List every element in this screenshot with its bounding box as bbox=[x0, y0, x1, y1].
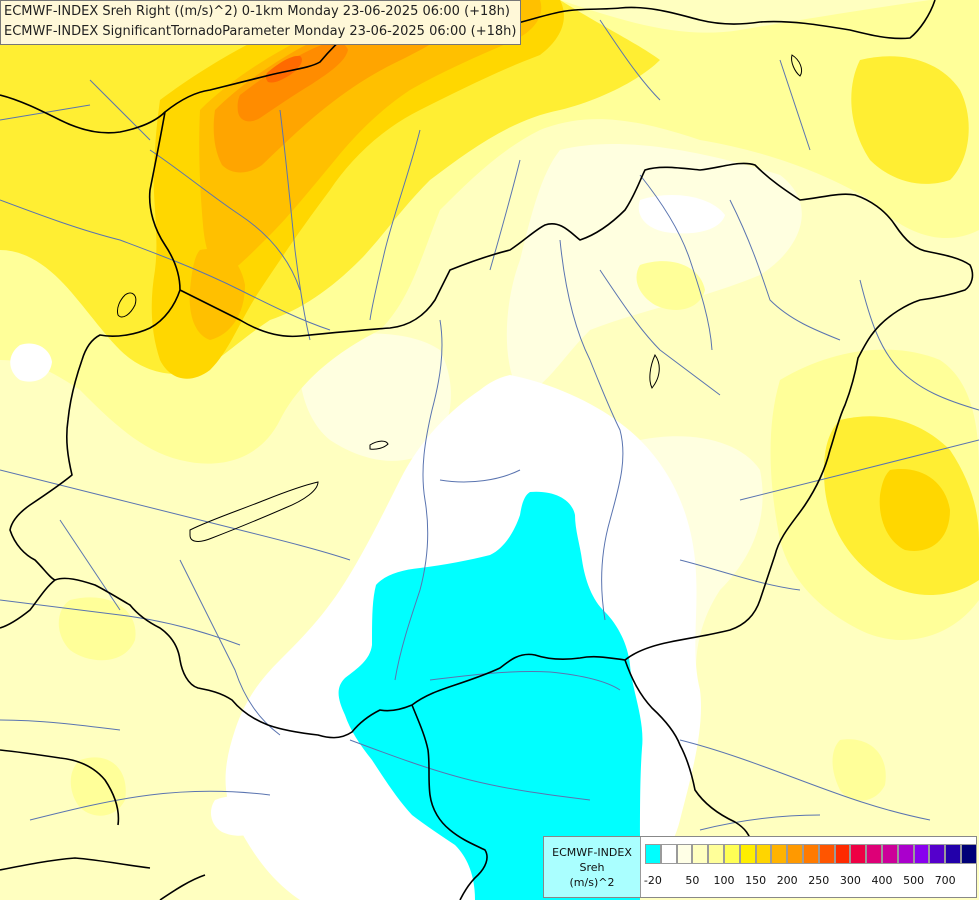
legend-tick-label: 200 bbox=[776, 874, 798, 887]
river-line bbox=[599, 269, 721, 396]
legend-swatch bbox=[739, 844, 756, 864]
lake-small bbox=[117, 292, 137, 318]
rivers bbox=[0, 19, 979, 896]
river-line bbox=[699, 814, 821, 831]
legend-swatch bbox=[850, 844, 867, 864]
river-line bbox=[59, 519, 121, 611]
border-line bbox=[0, 857, 151, 871]
border-line bbox=[0, 577, 626, 739]
river-line bbox=[394, 319, 443, 681]
river-line bbox=[369, 129, 421, 321]
river-line bbox=[149, 149, 301, 291]
legend-tick-label: 250 bbox=[808, 874, 830, 887]
river-line bbox=[679, 739, 931, 821]
legend-tick-label: 700 bbox=[934, 874, 956, 887]
legend-swatch bbox=[723, 844, 740, 864]
legend-swatch bbox=[866, 844, 882, 864]
river-line bbox=[29, 790, 271, 821]
field-orange2-region bbox=[213, 7, 455, 173]
legend-tick-label: 50 bbox=[685, 874, 700, 887]
field-cyan-region bbox=[338, 491, 643, 900]
legend-swatches bbox=[645, 844, 977, 864]
legend-swatch bbox=[960, 844, 977, 864]
river-line bbox=[599, 19, 661, 101]
border-line bbox=[179, 162, 974, 661]
legend-swatch bbox=[897, 844, 914, 864]
legend-tick-label: 150 bbox=[745, 874, 767, 887]
river-line bbox=[739, 439, 979, 501]
lake-balaton bbox=[189, 481, 319, 542]
map-title-line-1: ECMWF-INDEX Sreh Right ((m/s)^2) 0-1km M… bbox=[4, 4, 510, 19]
legend-tick-label: 300 bbox=[839, 874, 861, 887]
river-line bbox=[729, 199, 841, 341]
legend-swatch bbox=[692, 844, 709, 864]
legend-swatch bbox=[787, 844, 803, 864]
field-yellow-region bbox=[636, 261, 705, 310]
field-light-region bbox=[298, 333, 451, 461]
river-line bbox=[0, 199, 331, 331]
map-title-box: ECMWF-INDEX Sreh Right ((m/s)^2) 0-1km M… bbox=[0, 0, 522, 45]
river-line bbox=[559, 239, 624, 621]
legend-swatch bbox=[881, 844, 898, 864]
legend-swatch bbox=[755, 844, 772, 864]
river-line bbox=[349, 739, 591, 801]
legend-label-line-3: (m/s)^2 bbox=[569, 876, 615, 889]
field-orange1-region bbox=[189, 249, 245, 340]
field-yellow-region bbox=[58, 597, 136, 661]
field-gold-region bbox=[879, 469, 950, 551]
legend-swatch bbox=[660, 844, 677, 864]
river-line bbox=[489, 159, 521, 271]
border-line bbox=[81, 111, 181, 361]
border-line bbox=[159, 874, 206, 900]
legend-swatch bbox=[645, 844, 661, 864]
river-line bbox=[439, 469, 521, 483]
color-legend: ECMWF-INDEX Sreh (m/s)^2 -20 50 100 150 200 2… bbox=[543, 836, 977, 898]
legend-swatch bbox=[913, 844, 930, 864]
field-white-region bbox=[638, 195, 725, 234]
river-line bbox=[679, 559, 801, 591]
lake-small bbox=[369, 440, 389, 450]
legend-label-line-1: ECMWF-INDEX bbox=[552, 846, 632, 859]
lake-small bbox=[791, 54, 803, 77]
river-line bbox=[0, 599, 241, 646]
river-line bbox=[859, 279, 979, 411]
legend-swatch bbox=[771, 844, 788, 864]
field-yellow-region bbox=[832, 739, 886, 801]
river-line bbox=[179, 559, 281, 736]
field-red-orange-region bbox=[265, 55, 302, 83]
river-line bbox=[279, 109, 311, 341]
river-line bbox=[0, 719, 121, 731]
field-yellow2-region bbox=[851, 56, 969, 184]
legend-swatch bbox=[676, 844, 693, 864]
legend-tick-label: 400 bbox=[871, 874, 893, 887]
legend-tick-label: -20 bbox=[643, 874, 662, 887]
border-line bbox=[411, 704, 488, 900]
legend-label-line-2: Sreh bbox=[579, 861, 605, 874]
lake-small bbox=[649, 353, 660, 389]
legend-swatch bbox=[945, 844, 961, 864]
river-line bbox=[639, 174, 713, 351]
river-line bbox=[429, 671, 621, 691]
river-line bbox=[89, 79, 151, 141]
map-title-line-2: ECMWF-INDEX SignificantTornadoParameter … bbox=[4, 24, 517, 39]
border-line bbox=[624, 659, 753, 846]
legend-label: ECMWF-INDEX Sreh (m/s)^2 bbox=[544, 837, 641, 897]
river-line bbox=[779, 59, 811, 151]
field-white-region bbox=[210, 796, 265, 836]
legend-tick-label: 500 bbox=[903, 874, 925, 887]
legend-swatch bbox=[818, 844, 835, 864]
legend-tick-label: 100 bbox=[713, 874, 735, 887]
legend-swatch bbox=[834, 844, 851, 864]
legend-swatch bbox=[929, 844, 946, 864]
border-line bbox=[0, 749, 120, 826]
field-white-region bbox=[10, 343, 52, 382]
border-line bbox=[9, 359, 83, 581]
legend-swatch bbox=[708, 844, 724, 864]
legend-ticks: -20 50 100 150 200 250 300 400 500 700 bbox=[643, 874, 975, 890]
legend-swatch bbox=[802, 844, 819, 864]
